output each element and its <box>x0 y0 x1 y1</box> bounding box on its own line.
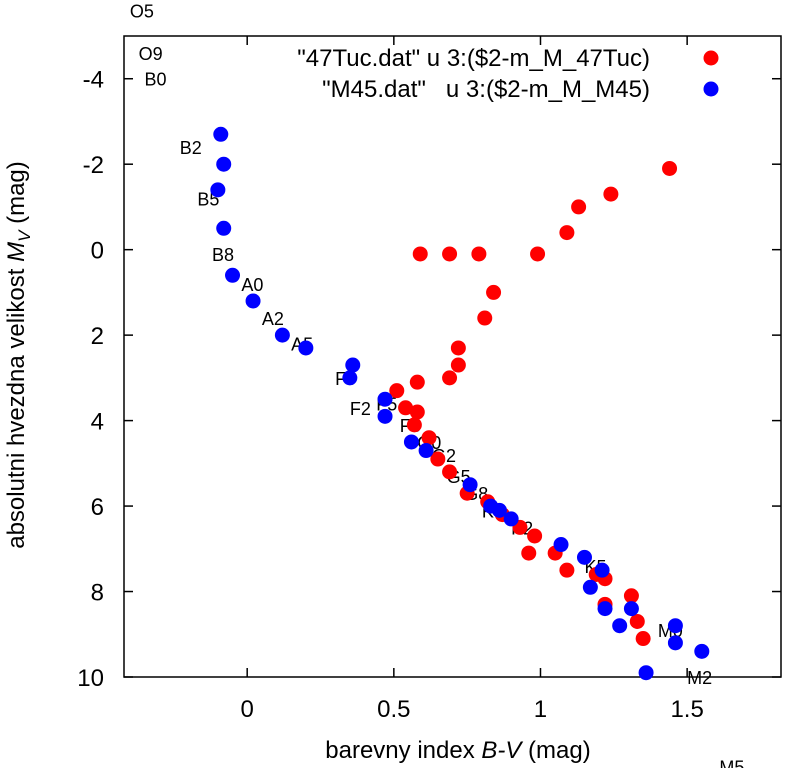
spectral-label-a0: A0 <box>241 275 263 295</box>
x-tick-label: 1 <box>534 696 547 723</box>
point-47tuc <box>450 357 466 373</box>
point-m45 <box>638 665 654 681</box>
point-m45 <box>582 579 598 595</box>
spectral-label-b2: B2 <box>180 138 202 158</box>
point-47tuc <box>430 451 446 467</box>
point-m45 <box>377 391 393 407</box>
x-tick-label: 0.5 <box>377 696 410 723</box>
spectral-class-labels: O5O9B0B2B5B8A0A2A5F0F2F5F8G0G2G5G8K0K2K5… <box>130 1 745 768</box>
point-47tuc <box>635 631 651 647</box>
point-47tuc <box>409 374 425 390</box>
y-tick-label: 6 <box>91 494 104 521</box>
y-axis-title: absolutni hvezdna velikost MV (mag) <box>3 161 34 549</box>
point-47tuc <box>530 246 546 262</box>
point-47tuc <box>603 186 619 202</box>
point-47tuc <box>409 404 425 420</box>
y-axis-ticks: -4 -2 0 2 4 6 8 10 <box>77 67 781 692</box>
point-m45 <box>274 327 290 343</box>
point-m45 <box>503 511 519 527</box>
spectral-label-b8: B8 <box>212 245 234 265</box>
plot-frame <box>123 35 782 678</box>
spectral-label-m2: M2 <box>687 668 712 688</box>
point-47tuc <box>571 199 587 215</box>
spectral-label-o5: O5 <box>130 1 154 21</box>
point-47tuc <box>389 383 405 399</box>
point-m45 <box>694 643 710 659</box>
y-tick-label: -2 <box>83 152 104 179</box>
spectral-label-f2: F2 <box>350 399 371 419</box>
y-tick-label: 8 <box>91 580 104 607</box>
point-m45 <box>210 182 226 198</box>
x-axis-ticks: 0 0.5 1 1.5 <box>241 36 704 723</box>
point-47tuc <box>559 225 575 241</box>
x-tick-label: 1.5 <box>670 696 703 723</box>
point-m45 <box>553 537 569 553</box>
point-47tuc <box>398 400 414 416</box>
point-47tuc <box>662 160 678 176</box>
point-47tuc <box>477 310 493 326</box>
spectral-label-a2: A2 <box>262 309 284 329</box>
legend-marker-m45 <box>703 81 719 97</box>
legend: "47Tuc.dat" u 3:($2-m_M_47Tuc) "M45.dat"… <box>297 45 719 103</box>
point-m45 <box>213 126 229 142</box>
point-47tuc <box>421 430 437 446</box>
point-47tuc <box>521 545 537 561</box>
point-47tuc <box>527 528 543 544</box>
point-m45 <box>491 502 507 518</box>
point-47tuc <box>450 340 466 356</box>
point-m45 <box>216 220 232 236</box>
point-47tuc <box>442 246 458 262</box>
y-tick-label: 2 <box>91 323 104 350</box>
point-47tuc <box>486 284 502 300</box>
point-m45 <box>342 370 358 386</box>
point-47tuc <box>623 588 639 604</box>
point-m45 <box>377 408 393 424</box>
point-47tuc <box>406 417 422 433</box>
data-points <box>210 126 710 681</box>
point-m45 <box>245 293 261 309</box>
point-m45 <box>623 601 639 617</box>
y-tick-label: 4 <box>91 409 104 436</box>
spectral-label-m5: M5 <box>719 758 744 768</box>
point-m45 <box>225 267 241 283</box>
x-tick-label: 0 <box>241 696 254 723</box>
point-47tuc <box>442 370 458 386</box>
point-47tuc <box>471 246 487 262</box>
spectral-label-b0: B0 <box>145 70 167 90</box>
point-47tuc <box>629 613 645 629</box>
point-m45 <box>403 434 419 450</box>
point-m45 <box>418 443 434 459</box>
point-m45 <box>594 562 610 578</box>
spectral-label-o9: O9 <box>139 44 163 64</box>
legend-entry-47tuc: "47Tuc.dat" u 3:($2-m_M_47Tuc) <box>297 45 650 72</box>
point-m45 <box>345 357 361 373</box>
legend-marker-47tuc <box>703 50 719 66</box>
point-m45 <box>462 477 478 493</box>
y-tick-label: -4 <box>83 67 104 94</box>
point-m45 <box>216 156 232 172</box>
legend-entry-m45: "M45.dat" u 3:($2-m_M_M45) <box>322 76 650 103</box>
y-tick-label: 10 <box>77 665 104 692</box>
point-m45 <box>667 635 683 651</box>
point-m45 <box>612 618 628 634</box>
point-m45 <box>576 549 592 565</box>
point-47tuc <box>412 246 428 262</box>
point-47tuc <box>559 562 575 578</box>
point-m45 <box>298 340 314 356</box>
x-axis-title: barevny index B-V (mag) <box>325 737 590 764</box>
point-47tuc <box>442 464 458 480</box>
point-m45 <box>667 618 683 634</box>
point-m45 <box>597 601 613 617</box>
y-tick-label: 0 <box>91 238 104 265</box>
